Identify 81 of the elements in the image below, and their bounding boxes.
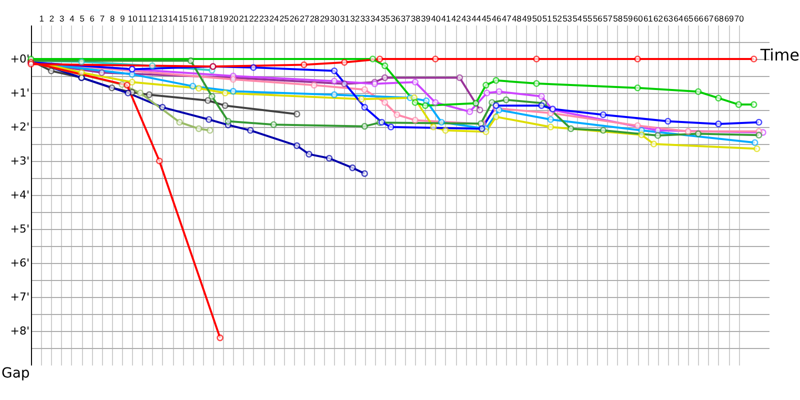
x-tick-label: 55 [582, 14, 593, 24]
x-tick-label: 56 [592, 14, 603, 24]
y-tick-label: +6' [10, 256, 30, 270]
x-tick-label: 63 [664, 14, 674, 24]
x-tick-label: 49 [522, 14, 532, 24]
x-tick-label: 24 [269, 14, 280, 24]
x-tick-label: 37 [400, 14, 411, 24]
x-tick-label: 23 [259, 14, 270, 24]
x-tick-label: 48 [512, 14, 522, 24]
x-tick-label: 29 [320, 14, 330, 24]
x-tick-label: 27 [300, 14, 310, 24]
x-tick-label: 11 [138, 14, 148, 24]
x-tick-label: 9 [120, 14, 126, 24]
x-tick-label: 44 [472, 14, 482, 24]
x-tick-label: 64 [674, 14, 684, 24]
x-tick-label: 8 [110, 14, 116, 24]
x-tick-label: 13 [158, 14, 168, 24]
x-tick-label: 4 [70, 14, 75, 24]
x-tick-label: 17 [198, 14, 208, 24]
x-tick-label: 61 [643, 14, 654, 24]
y-tick-label: +0' [10, 52, 30, 66]
y-tick-label: +3' [10, 154, 30, 168]
x-tick-label: 58 [613, 14, 623, 24]
x-axis-title: Time [759, 46, 800, 64]
x-tick-label: 25 [280, 14, 290, 24]
x-tick-label: 10 [128, 14, 138, 24]
y-tick-label: +7' [10, 290, 30, 304]
x-tick-label: 19 [218, 14, 229, 24]
x-tick-label: 50 [532, 14, 542, 24]
x-tick-label: 31 [340, 14, 350, 24]
y-tick-label: +2' [10, 120, 30, 134]
y-tick-label: +8' [10, 324, 30, 338]
x-tick-label: 47 [502, 14, 512, 24]
x-tick-label: 35 [380, 14, 390, 24]
x-tick-label: 52 [552, 14, 562, 24]
x-tick-label: 28 [310, 14, 320, 24]
x-tick-label: 14 [168, 14, 178, 24]
y-tick-label: +5' [10, 222, 30, 236]
x-tick-label: 5 [80, 14, 85, 24]
x-tick-label: 7 [100, 14, 105, 24]
x-tick-label: 70 [734, 14, 744, 24]
x-tick-label: 41 [441, 14, 451, 24]
x-tick-label: 39 [421, 14, 431, 24]
y-tick-label: +4' [10, 188, 30, 202]
x-tick-label: 53 [562, 14, 572, 24]
x-tick-label: 43 [461, 14, 472, 24]
x-tick-label: 15 [178, 14, 188, 24]
x-tick-label: 42 [451, 14, 462, 24]
x-tick-label: 26 [290, 14, 300, 24]
x-tick-label: 36 [390, 14, 400, 24]
x-tick-label: 62 [654, 14, 664, 24]
x-tick-label: 38 [410, 14, 421, 24]
x-tick-label: 1 [39, 14, 44, 24]
x-tick-label: 45 [482, 14, 492, 24]
x-tick-label: 67 [704, 14, 714, 24]
x-tick-label: 2 [49, 14, 54, 24]
x-tick-label: 66 [694, 14, 704, 24]
x-tick-label: 57 [603, 14, 613, 24]
x-tick-label: 20 [228, 14, 239, 24]
x-tick-label: 65 [684, 14, 694, 24]
x-tick-label: 32 [350, 14, 360, 24]
x-tick-label: 51 [542, 14, 552, 24]
x-tick-label: 6 [90, 14, 95, 24]
x-tick-label: 21 [239, 14, 249, 24]
x-tick-label: 30 [330, 14, 340, 24]
y-axis-title: Gap [2, 366, 30, 382]
x-tick-label: 16 [188, 14, 198, 24]
x-tick-label: 22 [249, 14, 259, 24]
x-tick-label: 60 [633, 14, 644, 24]
x-tick-label: 18 [208, 14, 218, 24]
x-tick-label: 68 [714, 14, 724, 24]
x-tick-label: 40 [431, 14, 441, 24]
x-tick-label: 34 [370, 14, 380, 24]
x-tick-label: 54 [572, 14, 582, 24]
y-tick-label: +1' [10, 86, 30, 100]
x-tick-label: 46 [492, 14, 502, 24]
x-tick-label: 69 [724, 14, 734, 24]
x-tick-label: 59 [623, 14, 633, 24]
x-tick-label: 3 [59, 14, 64, 24]
x-tick-label: 33 [360, 14, 370, 24]
x-tick-label: 12 [148, 14, 158, 24]
